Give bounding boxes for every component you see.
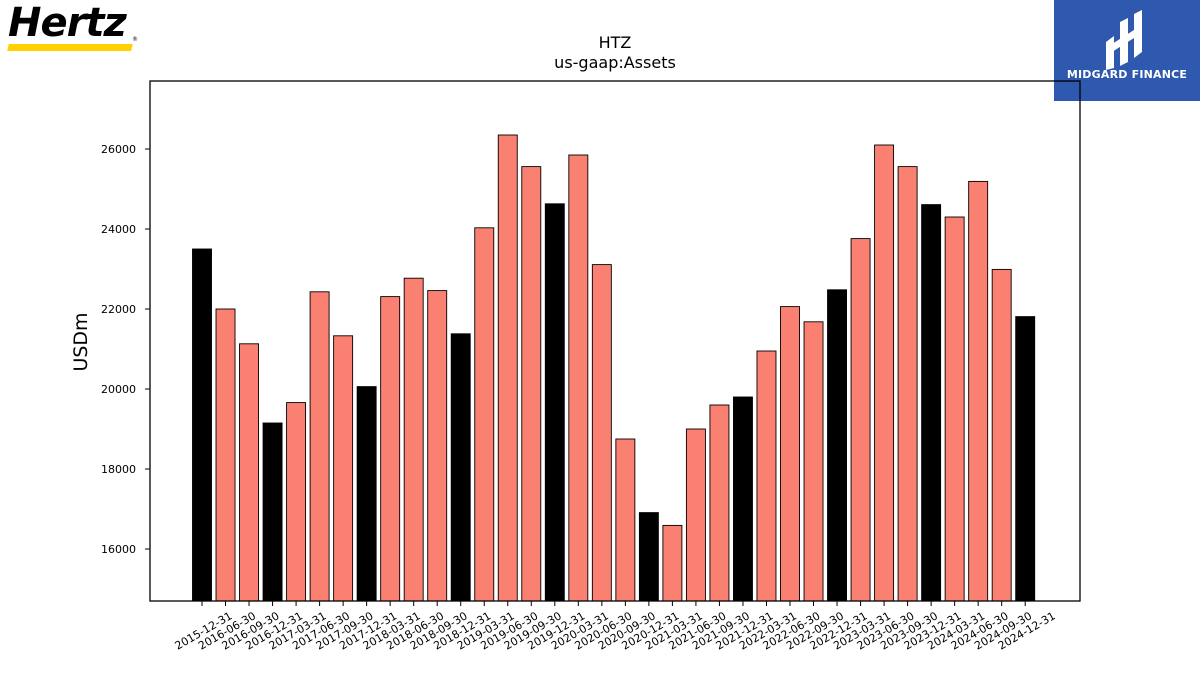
bar-2020-09-30: [615, 438, 636, 602]
bar-2022-03-31: [756, 350, 777, 602]
bar-2021-12-31: [733, 396, 753, 602]
bar-2021-03-31: [662, 524, 683, 602]
bar-2023-09-30: [897, 166, 918, 602]
bar-2020-03-31: [568, 154, 589, 602]
bar-2016-09-30: [239, 343, 259, 602]
bar-2022-06-30: [780, 306, 800, 602]
bar-2019-03-31: [474, 227, 495, 602]
bar-2017-12-31: [356, 386, 377, 602]
bar-2017-09-30: [333, 335, 354, 602]
bar-2019-12-31: [544, 203, 565, 602]
y-axis-label: USDm: [70, 312, 92, 371]
bar-2016-12-31: [262, 422, 283, 602]
bar-series: [192, 134, 1036, 602]
bar-2022-12-31: [827, 289, 847, 602]
midgard-finance-logo: MIDGARD FINANCE: [1054, 0, 1200, 101]
bar-2023-12-31: [921, 204, 942, 602]
bar-2020-12-31: [638, 512, 659, 602]
hertz-logo: Hertz ®: [6, 0, 138, 54]
bar-2020-06-30: [591, 264, 612, 602]
bar-2018-09-30: [427, 290, 448, 602]
bar-2019-06-30: [497, 134, 518, 602]
midgard-finance-text: MIDGARD FINANCE: [1066, 68, 1188, 81]
y-axis-ticks: 16000 18000 20000 22000 24000 26000: [101, 143, 150, 556]
chart-title: HTZ: [599, 33, 632, 52]
hertz-logo-text: Hertz: [8, 0, 127, 46]
hertz-registered-mark: ®: [132, 36, 138, 43]
bar-2022-09-30: [803, 321, 824, 602]
bar-2023-03-31: [850, 238, 871, 602]
y-tick-label: 18000: [101, 463, 136, 476]
bar-2017-03-31: [286, 402, 307, 602]
bar-2018-06-30: [403, 277, 424, 602]
plot-frame: [149, 80, 1081, 602]
bar-2015-12-31: [192, 248, 212, 602]
bar-2024-09-30: [991, 268, 1012, 602]
midgard-emblem-icon: [1106, 10, 1142, 70]
bar-2023-06-30: [874, 144, 895, 602]
bar-2021-06-30: [685, 428, 706, 602]
bar-2019-09-30: [521, 166, 542, 602]
bar-2018-03-31: [380, 296, 401, 602]
bar-2016-06-30: [215, 308, 236, 602]
y-tick-label: 16000: [101, 543, 136, 556]
chart-subtitle: us-gaap:Assets: [554, 53, 676, 72]
bar-2024-03-31: [944, 216, 965, 602]
y-tick-label: 22000: [101, 303, 136, 316]
bar-2021-09-30: [709, 404, 730, 602]
y-tick-label: 20000: [101, 383, 136, 396]
bar-2024-06-30: [968, 180, 989, 602]
x-axis-ticks: 2015-12-312016-06-302016-09-302016-12-31…: [173, 601, 1058, 653]
y-tick-label: 26000: [101, 143, 136, 156]
bar-2017-06-30: [309, 291, 330, 602]
bar-2024-12-31: [1015, 316, 1036, 602]
y-tick-label: 24000: [101, 223, 136, 236]
bar-2018-12-31: [450, 333, 471, 602]
